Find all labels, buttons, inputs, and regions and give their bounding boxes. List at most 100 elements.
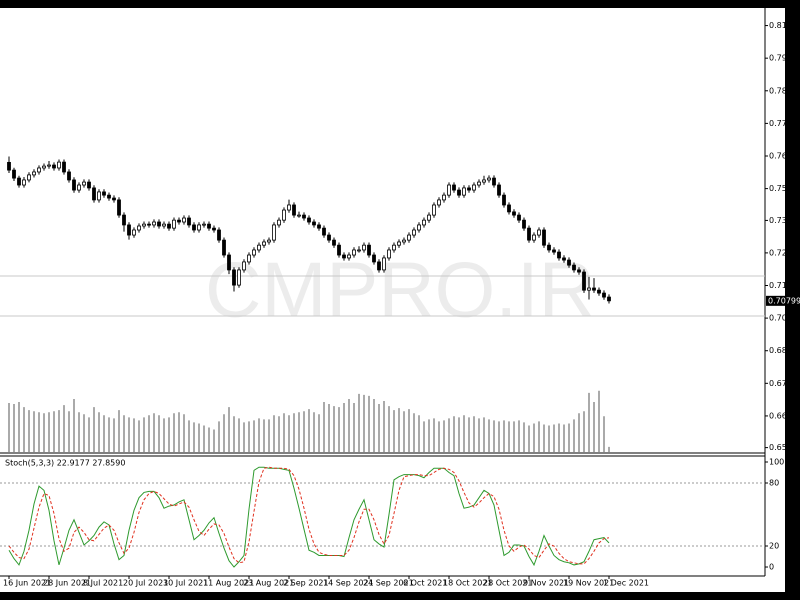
candle-body: [82, 181, 86, 186]
candle-body: [12, 169, 16, 179]
y-tick-label: 0.73820: [769, 216, 800, 225]
candle-body: [132, 229, 136, 236]
candle-body: [372, 254, 376, 263]
candle-body: [127, 224, 131, 236]
x-tick-label: 9 Nov 2021: [523, 579, 569, 588]
x-tick-label: 11 Aug 2021: [203, 579, 254, 588]
candle-body: [512, 211, 516, 216]
candle-body: [347, 254, 351, 259]
candle-body: [527, 227, 531, 241]
candle-body: [202, 223, 206, 226]
candle-body: [177, 219, 181, 223]
x-tick-label: 18 Oct 2021: [443, 579, 492, 588]
candle-body: [517, 214, 521, 221]
last-price-label: 0.70799: [768, 296, 800, 305]
candle-body: [222, 239, 226, 256]
candle-body: [317, 224, 321, 229]
x-tick-label: 14 Sep 2021: [323, 579, 374, 588]
candle-body: [42, 165, 46, 169]
candle-body: [17, 177, 21, 186]
candle-body: [292, 204, 296, 216]
candle-body: [67, 171, 71, 181]
candle-body: [357, 249, 361, 252]
candle-body: [272, 224, 276, 241]
candle-body: [157, 221, 161, 227]
y-tick-label: 0.72600: [769, 248, 800, 257]
candle-body: [492, 177, 496, 186]
candle-body: [112, 197, 116, 201]
candle-body: [142, 223, 146, 227]
candle-body: [257, 244, 261, 251]
candle-body: [37, 167, 41, 173]
candle-body: [237, 269, 241, 286]
candle-body: [87, 181, 91, 189]
x-tick-label: 19 Nov 2021: [563, 579, 614, 588]
candle-body: [602, 292, 606, 298]
candle-body: [77, 184, 81, 191]
x-tick-label: 23 Aug 2021: [243, 579, 294, 588]
stoch-line: [8, 466, 610, 568]
candle-body: [297, 214, 301, 217]
candle-body: [537, 229, 541, 236]
candle-body: [457, 189, 461, 196]
candle-body: [352, 249, 356, 256]
x-tick-label: 20 Jul 2021: [123, 579, 168, 588]
candle-body: [437, 199, 441, 206]
x-tick-label: 16 Jun 2021: [3, 579, 51, 588]
y-tick-label: 0.81140: [769, 21, 800, 30]
candle-body: [302, 214, 306, 219]
candle-body: [407, 234, 411, 241]
candle-body: [522, 219, 526, 229]
y-tick-label: 0.66475: [769, 411, 800, 420]
candle-body: [587, 287, 591, 291]
candle-body: [577, 269, 581, 273]
candle-body: [307, 217, 311, 223]
candle-body: [362, 244, 366, 251]
candle-body: [472, 184, 476, 191]
x-tick-label: 1 Dec 2021: [603, 579, 649, 588]
y-tick-label: 0.77465: [769, 119, 800, 128]
background: [0, 8, 785, 592]
candle-body: [22, 179, 26, 186]
candle-body: [342, 254, 346, 259]
y-tick-label: 0.68925: [769, 346, 800, 355]
candle-body: [32, 171, 36, 176]
candle-body: [482, 179, 486, 183]
y-tick-label: 20: [769, 542, 779, 551]
candle-body: [27, 174, 31, 181]
candle-body: [162, 223, 166, 227]
candle-body: [242, 261, 246, 271]
candle-body: [247, 254, 251, 263]
stoch-line: [8, 466, 610, 565]
x-tick-label: 24 Sep 2021: [363, 579, 414, 588]
candle-body: [332, 239, 336, 246]
candle-body: [107, 194, 111, 199]
candle-body: [377, 261, 381, 271]
y-tick-label: 0.67700: [769, 379, 800, 388]
candle-body: [382, 257, 386, 271]
candle-body: [172, 219, 176, 229]
candle-body: [152, 221, 156, 226]
candle-body: [417, 224, 421, 231]
candle-body: [122, 214, 126, 226]
candle-body: [182, 217, 186, 223]
candle-body: [147, 223, 151, 226]
candle-body: [547, 244, 551, 251]
candle-body: [427, 214, 431, 221]
candle-body: [597, 289, 601, 294]
candle-body: [592, 287, 596, 291]
candle-body: [462, 187, 466, 196]
candle-body: [467, 187, 471, 191]
candle-body: [312, 221, 316, 226]
candle-body: [197, 224, 201, 231]
y-tick-label: 100: [769, 457, 784, 466]
candle-body: [137, 225, 141, 231]
candle-body: [412, 229, 416, 236]
x-tick-label: 8 Jul 2021: [83, 579, 123, 588]
candle-body: [447, 184, 451, 196]
candle-body: [607, 296, 611, 302]
candle-body: [487, 177, 491, 181]
candle-body: [442, 194, 446, 201]
candle-body: [187, 217, 191, 226]
